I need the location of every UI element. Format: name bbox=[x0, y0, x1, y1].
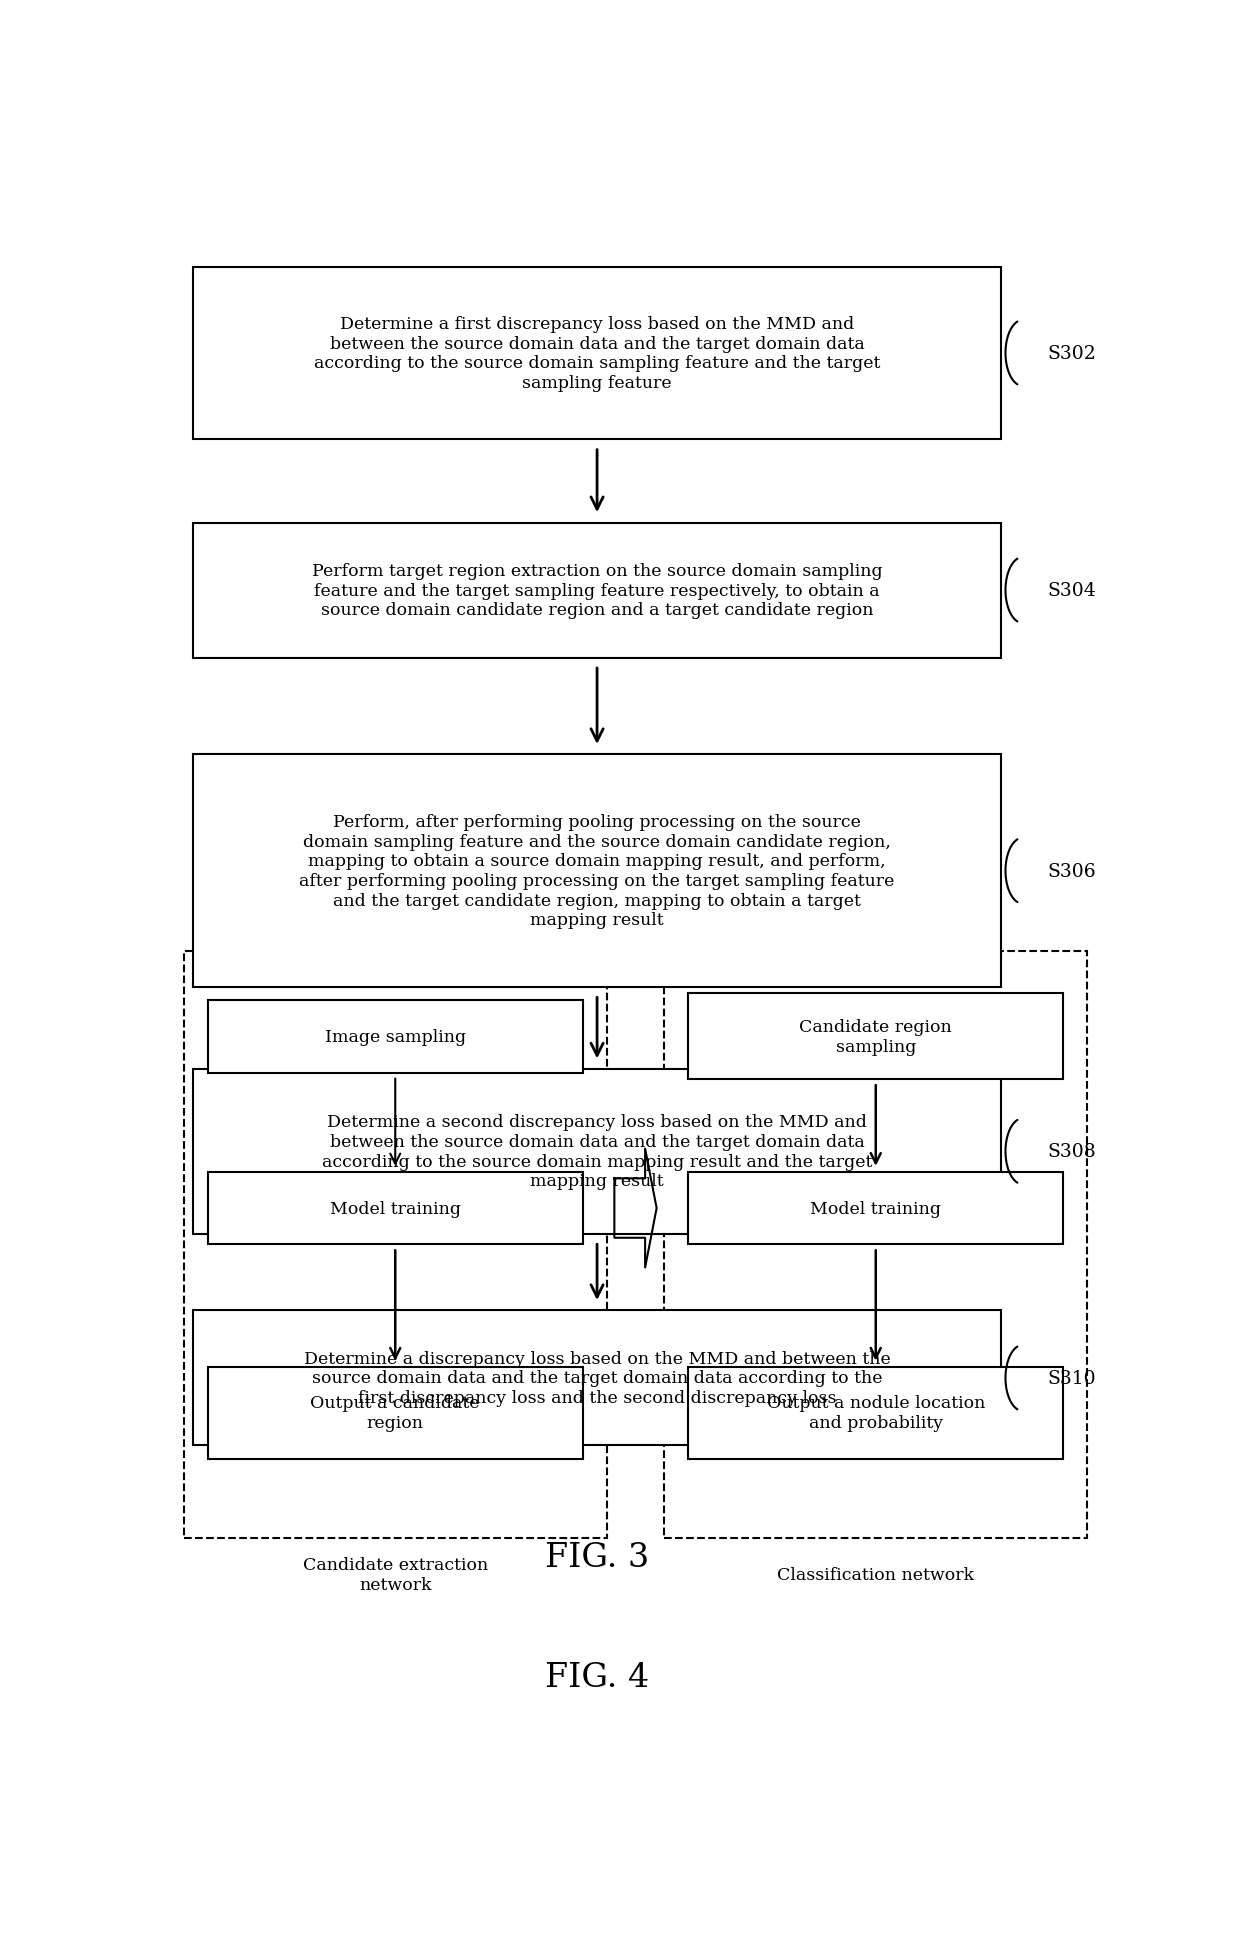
FancyBboxPatch shape bbox=[193, 267, 1001, 440]
FancyBboxPatch shape bbox=[193, 1069, 1001, 1235]
Text: Determine a first discrepancy loss based on the MMD and
between the source domai: Determine a first discrepancy loss based… bbox=[314, 316, 880, 392]
Text: FIG. 3: FIG. 3 bbox=[544, 1541, 650, 1572]
Text: Model training: Model training bbox=[810, 1200, 941, 1218]
Text: Perform target region extraction on the source domain sampling
feature and the t: Perform target region extraction on the … bbox=[311, 563, 883, 619]
Text: Candidate region
sampling: Candidate region sampling bbox=[800, 1019, 952, 1056]
Text: S310: S310 bbox=[1048, 1369, 1096, 1387]
Text: S306: S306 bbox=[1048, 863, 1096, 880]
Text: Output a nodule location
and probability: Output a nodule location and probability bbox=[766, 1395, 985, 1432]
FancyBboxPatch shape bbox=[193, 524, 1001, 658]
FancyBboxPatch shape bbox=[193, 1311, 1001, 1445]
Text: FIG. 4: FIG. 4 bbox=[546, 1662, 649, 1693]
FancyBboxPatch shape bbox=[688, 1367, 1063, 1459]
Text: Output a candidate
region: Output a candidate region bbox=[310, 1395, 480, 1432]
FancyBboxPatch shape bbox=[193, 756, 1001, 988]
FancyBboxPatch shape bbox=[184, 951, 606, 1539]
FancyBboxPatch shape bbox=[208, 1367, 583, 1459]
FancyBboxPatch shape bbox=[688, 993, 1063, 1079]
Text: S304: S304 bbox=[1048, 582, 1096, 600]
Text: Determine a second discrepancy loss based on the MMD and
between the source doma: Determine a second discrepancy loss base… bbox=[322, 1114, 872, 1190]
Text: S308: S308 bbox=[1048, 1143, 1096, 1161]
FancyBboxPatch shape bbox=[688, 1173, 1063, 1245]
Text: Image sampling: Image sampling bbox=[325, 1029, 466, 1046]
Text: S302: S302 bbox=[1048, 345, 1096, 362]
Text: Model training: Model training bbox=[330, 1200, 461, 1218]
Text: Candidate extraction
network: Candidate extraction network bbox=[303, 1556, 487, 1593]
Text: Classification network: Classification network bbox=[777, 1566, 975, 1584]
Text: Perform, after performing pooling processing on the source
domain sampling featu: Perform, after performing pooling proces… bbox=[299, 814, 895, 929]
FancyBboxPatch shape bbox=[208, 1001, 583, 1073]
FancyBboxPatch shape bbox=[208, 1173, 583, 1245]
FancyBboxPatch shape bbox=[665, 951, 1087, 1539]
Text: Determine a discrepancy loss based on the MMD and between the
source domain data: Determine a discrepancy loss based on th… bbox=[304, 1350, 890, 1406]
